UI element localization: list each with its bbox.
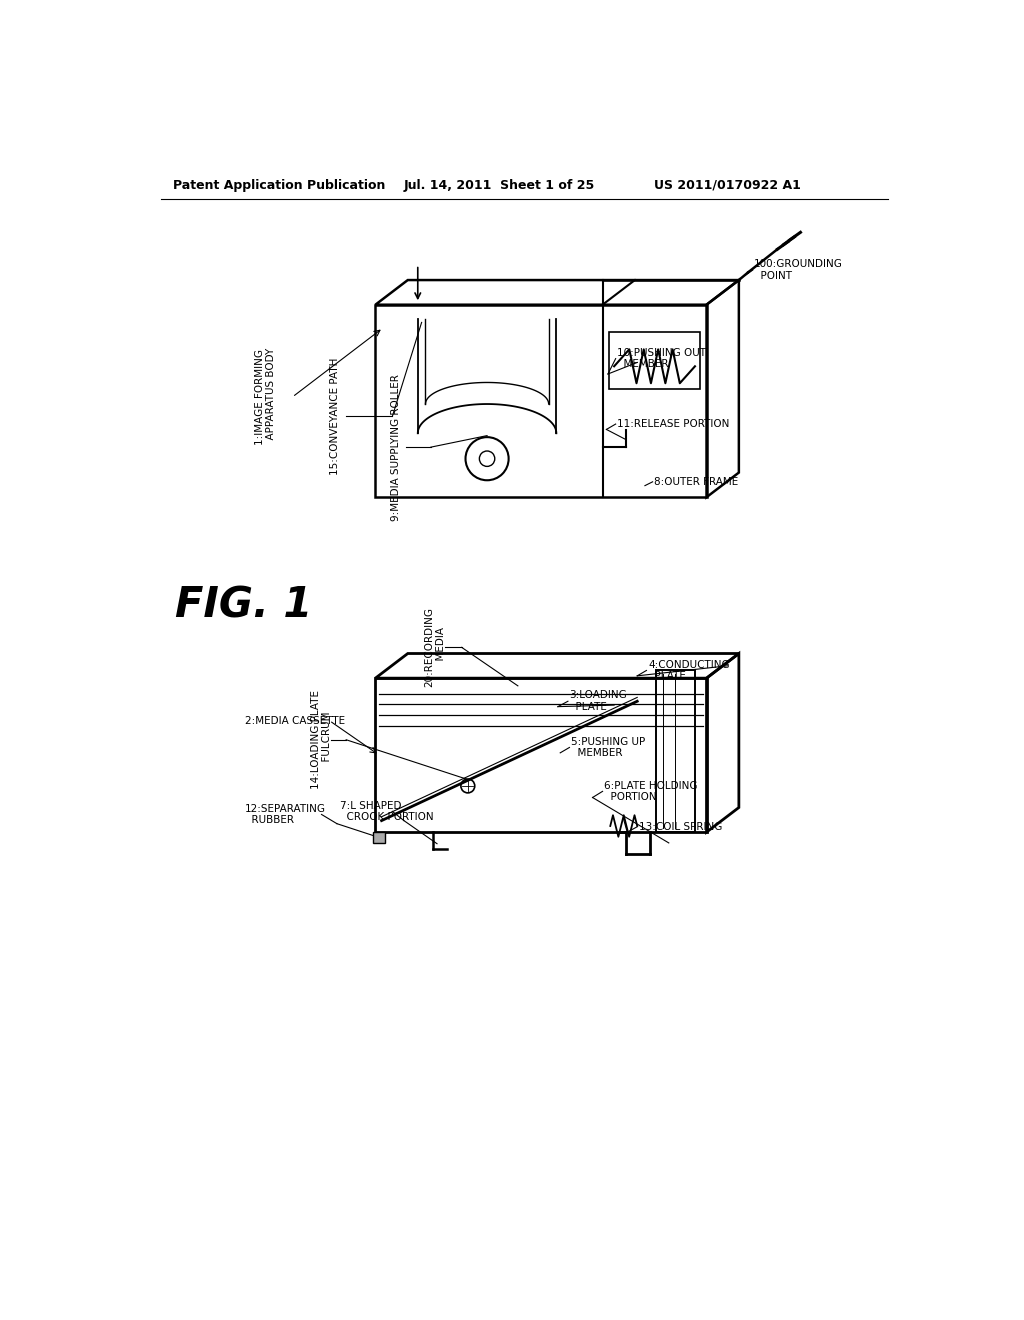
Text: 6:PLATE HOLDING
  PORTION: 6:PLATE HOLDING PORTION xyxy=(604,780,697,803)
Text: 4:CONDUCTING
  PLATE: 4:CONDUCTING PLATE xyxy=(648,660,730,681)
Text: 1:IMAGE FORMING
  APPARATUS BODY: 1:IMAGE FORMING APPARATUS BODY xyxy=(255,348,276,446)
Text: 3:LOADING
  PLATE: 3:LOADING PLATE xyxy=(569,690,628,711)
Text: 14:LOADING PLATE
  FULCRUM: 14:LOADING PLATE FULCRUM xyxy=(310,690,333,789)
Text: 13:COIL SPRING: 13:COIL SPRING xyxy=(639,822,722,832)
Text: 11:RELEASE PORTION: 11:RELEASE PORTION xyxy=(617,418,729,429)
Text: FIG. 1: FIG. 1 xyxy=(175,583,312,626)
Text: 5:PUSHING UP
  MEMBER: 5:PUSHING UP MEMBER xyxy=(571,737,645,758)
Text: 8:OUTER FRAME: 8:OUTER FRAME xyxy=(654,477,738,487)
Text: 10:PUSHING OUT
  MEMBER: 10:PUSHING OUT MEMBER xyxy=(617,347,707,370)
Text: US 2011/0170922 A1: US 2011/0170922 A1 xyxy=(654,178,801,191)
Text: 7:L SHAPED
  CROOK PORTION: 7:L SHAPED CROOK PORTION xyxy=(340,800,433,822)
Text: 20:RECORDING
  MEDIA: 20:RECORDING MEDIA xyxy=(424,607,445,688)
Text: Patent Application Publication: Patent Application Publication xyxy=(173,178,385,191)
Text: 15:CONVEYANCE PATH: 15:CONVEYANCE PATH xyxy=(330,358,340,475)
Text: Jul. 14, 2011  Sheet 1 of 25: Jul. 14, 2011 Sheet 1 of 25 xyxy=(403,178,595,191)
Text: 100:GROUNDING
  POINT: 100:GROUNDING POINT xyxy=(755,259,843,281)
Text: 2:MEDIA CASSETTE: 2:MEDIA CASSETTE xyxy=(245,715,345,726)
Text: 12:SEPARATING
  RUBBER: 12:SEPARATING RUBBER xyxy=(245,804,326,825)
Text: 9:MEDIA SUPPLYING ROLLER: 9:MEDIA SUPPLYING ROLLER xyxy=(391,374,401,520)
Bar xyxy=(373,832,385,843)
